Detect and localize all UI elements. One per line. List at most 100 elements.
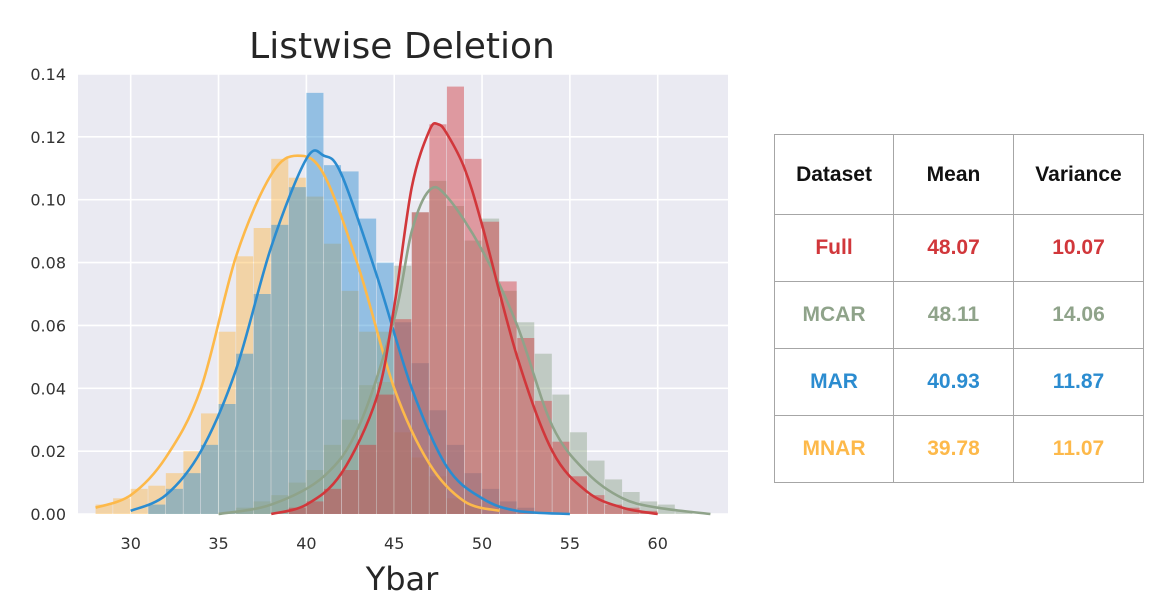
histogram-bar <box>517 338 535 514</box>
histogram-bar <box>323 488 342 514</box>
series-full <box>288 86 658 515</box>
histogram-bar <box>605 504 623 514</box>
x-tick-label: 50 <box>472 534 492 553</box>
histogram-bar <box>341 419 359 514</box>
table-row: MNAR 39.78 11.07 <box>774 415 1144 483</box>
histogram-bar <box>464 504 482 514</box>
y-tick-label: 0.08 <box>30 254 66 273</box>
histogram-bar <box>271 158 289 514</box>
histogram-bar <box>376 394 394 514</box>
histogram-bar <box>429 180 447 514</box>
cell-dataset: MNAR <box>774 415 894 483</box>
histogram-bar <box>341 290 359 514</box>
cell-variance: 11.07 <box>1013 415 1144 483</box>
histogram-bar <box>236 353 254 514</box>
histogram-bar <box>253 228 271 514</box>
cell-dataset: MCAR <box>774 281 894 349</box>
header-dataset: Dataset <box>774 134 894 215</box>
header-mean: Mean <box>893 134 1014 215</box>
histogram-bar <box>552 441 570 514</box>
histogram-bar <box>165 488 183 514</box>
histogram-bar <box>464 240 482 515</box>
histogram-bar <box>341 470 359 514</box>
histogram-bar <box>569 432 587 514</box>
histogram-bar <box>323 165 342 514</box>
histogram-bar <box>569 476 587 514</box>
cell-variance: 11.87 <box>1013 348 1144 416</box>
histogram-bar <box>359 444 377 514</box>
histogram-bar <box>394 265 412 514</box>
kde-line-mcar <box>218 185 711 516</box>
series-layer <box>95 86 711 516</box>
histogram-bar <box>218 331 236 514</box>
table-header-row: Dataset Mean Variance <box>774 134 1144 215</box>
x-tick-label: 30 <box>121 534 141 553</box>
x-tick-label: 35 <box>208 534 228 553</box>
x-axis-label: Ybar <box>365 560 439 598</box>
x-tick-label: 40 <box>296 534 316 553</box>
y-tick-label: 0.04 <box>30 379 66 398</box>
y-axis-ticks: 0.00 0.02 0.04 0.06 0.08 0.10 0.12 0.14 <box>30 65 66 524</box>
histogram-bar <box>429 124 447 515</box>
histogram-bar <box>306 501 324 514</box>
chart-title: Listwise Deletion <box>249 26 555 67</box>
cell-dataset: Full <box>774 214 894 282</box>
histogram-bar <box>376 382 394 514</box>
histogram-bar <box>183 473 201 514</box>
table-row: Full 48.07 10.07 <box>774 214 1144 282</box>
histogram-bar <box>394 432 412 514</box>
y-tick-label: 0.02 <box>30 442 66 461</box>
cell-variance: 10.07 <box>1013 214 1144 282</box>
cell-mean: 48.07 <box>893 214 1014 282</box>
histogram-bar <box>464 158 482 514</box>
table-row: MCAR 48.11 14.06 <box>774 281 1144 349</box>
histogram-bar <box>411 212 429 515</box>
y-tick-label: 0.00 <box>30 505 66 524</box>
histogram-bar <box>253 294 271 514</box>
x-tick-label: 45 <box>384 534 404 553</box>
histogram-bar <box>183 451 201 514</box>
histogram-bar <box>200 444 219 514</box>
histogram-bar <box>148 504 166 514</box>
header-variance: Variance <box>1013 134 1144 215</box>
histogram-bar <box>552 394 570 514</box>
histogram-bar <box>359 218 377 515</box>
histogram-bar <box>394 322 412 514</box>
histogram-bar <box>306 92 324 514</box>
table-row: MAR 40.93 11.87 <box>774 348 1144 416</box>
kde-line-mnar <box>95 154 500 513</box>
histogram-bar <box>376 262 394 514</box>
histogram-bar <box>306 196 324 515</box>
histogram-bar <box>446 206 464 514</box>
x-axis-ticks: 30 35 40 45 50 55 60 <box>121 534 668 553</box>
x-tick-label: 55 <box>560 534 580 553</box>
histogram-bar <box>288 177 306 514</box>
y-tick-label: 0.06 <box>30 316 66 335</box>
histogram-bar <box>288 187 306 514</box>
kde-line-full <box>270 121 658 516</box>
histogram-bar <box>218 404 236 514</box>
histogram-bar <box>323 243 342 514</box>
series-mnar <box>95 158 482 515</box>
histogram-bar <box>446 498 464 514</box>
histogram-chart: Listwise Deletion 0.00 0.02 0.04 0.06 0.08 0.… <box>30 26 728 598</box>
histogram-bar <box>482 218 500 515</box>
histogram-bar <box>288 507 306 514</box>
stats-table: Dataset Mean Variance Full 48.07 10.07 M… <box>774 134 1144 483</box>
histogram-bar <box>271 224 289 514</box>
histogram-bar <box>429 410 447 514</box>
histogram-bar <box>394 319 412 514</box>
y-tick-label: 0.12 <box>30 128 66 147</box>
histogram-bar <box>411 457 429 514</box>
cell-mean: 39.78 <box>893 415 1014 483</box>
histogram-bar <box>429 476 447 514</box>
y-tick-label: 0.14 <box>30 65 66 84</box>
x-tick-label: 60 <box>648 534 668 553</box>
histogram-bar <box>236 256 254 514</box>
histogram-bar <box>446 86 464 515</box>
cell-mean: 48.11 <box>893 281 1014 349</box>
plot-area <box>78 74 728 514</box>
histogram-bar <box>499 290 517 514</box>
histogram-bar <box>482 221 500 514</box>
histogram-bar <box>95 504 113 514</box>
